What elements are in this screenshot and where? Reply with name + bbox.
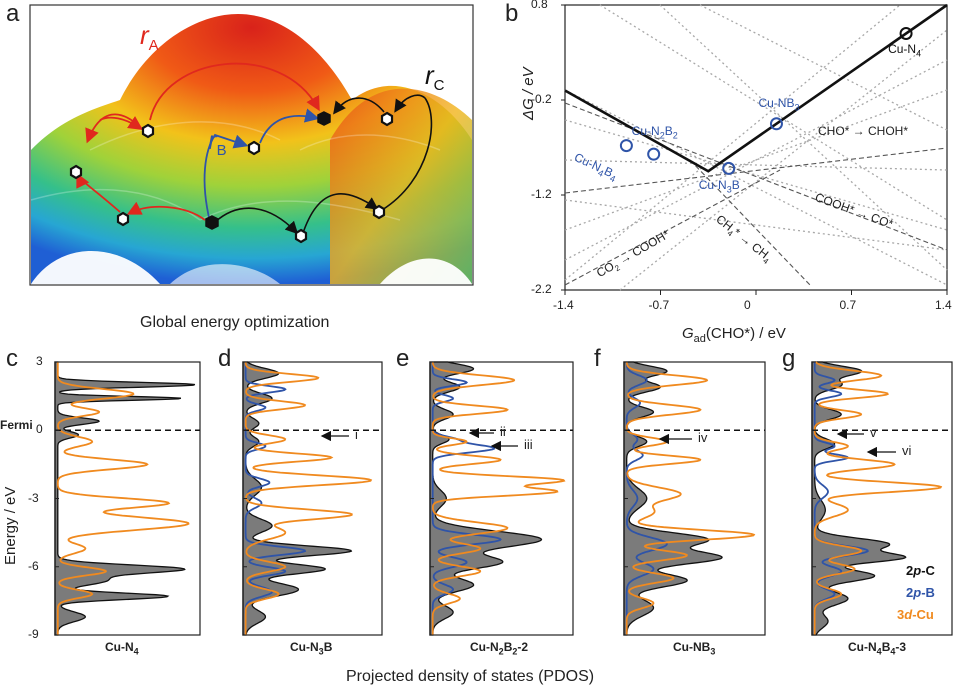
pdos-y-tick-label: -6 [28,558,39,573]
panel-b-plot [561,3,948,295]
panel-letter-e: e [396,345,410,372]
legend-3d-Cu: 3d-Cu [897,607,934,622]
x-tick-label: 0.7 [839,298,857,312]
panel-a-caption: Global energy optimization [140,314,330,331]
series-2p-B [625,362,668,635]
state-label: iv [698,430,708,445]
panel-letter-g: g [782,345,796,372]
state-marker [247,140,261,156]
x-tick-label: -1.4 [553,298,574,312]
panel-letter-b: b [505,0,519,27]
pdos-name-e: Cu-N2B2-2 [470,640,529,657]
pdos-panel-e [429,361,574,636]
series-3d-Cu [431,362,566,635]
legend-2p-B: 2p-B [906,585,935,600]
x-tick-label: 1.4 [935,298,952,312]
pdos-y-tick-label: 0 [36,422,43,437]
state-marker [294,228,308,244]
series-2p-B [813,362,869,635]
point-label: Cu-N3B [698,178,740,195]
state-label: iii [524,437,533,452]
series-3d-Cu [813,361,943,635]
limiting-potential-line [564,3,948,173]
panel-letter-f: f [594,345,601,372]
pdos-panel-c [54,361,201,636]
panel-letter-a: a [6,0,20,27]
pdos-name-c: Cu-N4 [105,640,139,657]
series-2p-C [623,361,723,636]
series-3d-Cu [56,362,190,635]
state-label: vi [902,443,912,458]
panel-a-landscape [29,4,474,286]
point-label: Cu-N2B2 [631,124,678,141]
point-label: Cu-NB3 [758,95,800,113]
catalyst-point [769,117,783,131]
catalyst-point [722,161,736,175]
point-label: Cu-N4 [888,41,922,58]
state-label: ii [500,424,506,439]
state-marker [116,211,130,227]
b-xlabel: Gad(CHO*) / eV [682,325,786,345]
legend-2p-C: 2p-C [906,563,935,578]
y-tick-label: -0.2 [531,92,552,106]
path-label-rC: rC [425,60,445,95]
fermi-label: Fermi [0,418,33,432]
global-minimum-marker [317,111,331,126]
panel-letter-d: d [218,345,232,372]
y-tick-label: -2.2 [531,282,552,296]
x-tick-label: -0.7 [648,298,670,312]
state-marker [141,123,155,139]
pdos-name-g: Cu-N4B4-3 [848,640,907,657]
y-tick-label: 0.8 [531,0,548,11]
pdos-name-f: Cu-NB3 [673,640,716,657]
panel-letter-c: c [6,345,18,372]
catalyst-point [619,139,633,153]
catalyst-point [647,147,661,161]
catalyst-point [899,27,913,40]
pdos-xlabel: Projected density of states (PDOS) [346,668,595,685]
state-marker [380,111,394,127]
pdos-panels [54,361,953,636]
pdos-y-tick-label: 3 [36,354,43,368]
pdos-y-tick-label: -3 [28,490,39,505]
path-label-rB: rB [208,125,227,160]
x-tick-label: 0 [744,298,751,312]
pdos-name-d: Cu-N3B [290,640,333,657]
state-marker [372,204,386,220]
path-label-rA: rA [140,20,159,55]
y-tick-label: -1.2 [531,187,552,201]
pdos-panel-f [623,361,766,636]
annot-cho-choh: CHO* → CHOH* [818,124,909,138]
state-label: i [355,427,358,442]
state-label: v [870,425,877,440]
pdos-y-tick-label: -9 [28,627,39,641]
pdos-panel-d [242,361,383,636]
pdos-ylabel: Energy / eV [2,486,19,565]
start-marker [205,215,219,230]
scaling-lines [564,4,948,291]
series-3d-Cu [625,361,756,635]
pdos-panel-g [811,361,953,636]
state-marker [69,164,83,180]
